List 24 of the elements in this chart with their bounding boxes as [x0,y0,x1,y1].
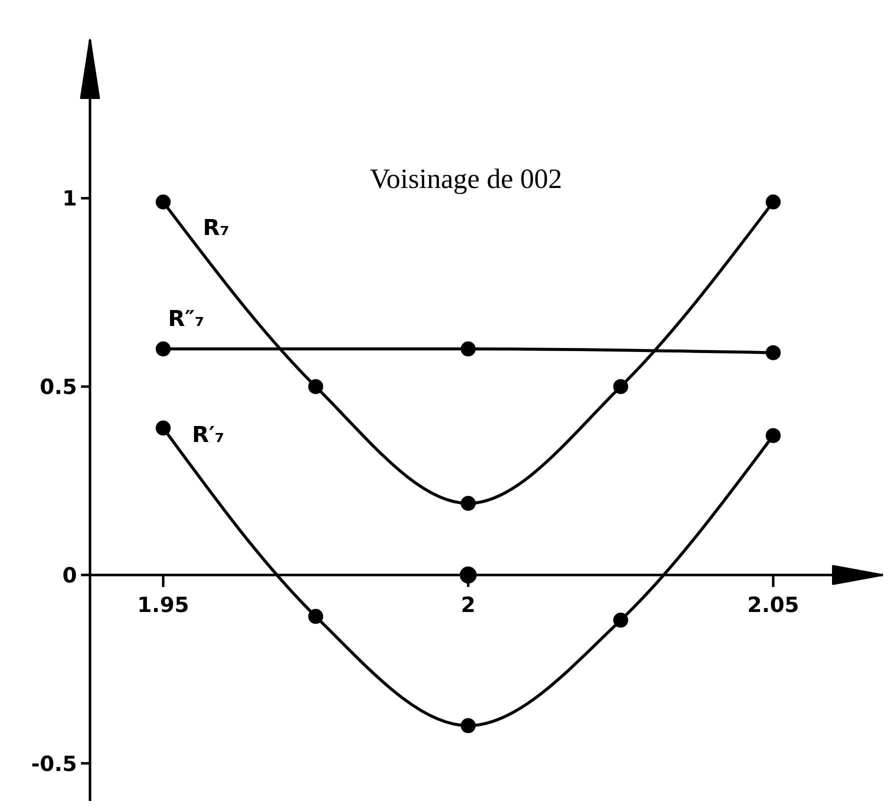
series-label: R″₇ [168,306,204,332]
text: Voisinage de 002 [370,164,562,195]
point [766,345,781,360]
point [460,341,476,356]
point [613,379,628,394]
point [460,718,476,734]
point [308,608,324,624]
point [156,194,171,210]
y-tick-label: -0.5 [31,752,77,776]
series-label: R′₇ [192,423,224,448]
point [308,379,324,394]
x-tick-label: 2.05 [747,592,800,617]
point [460,496,476,511]
point [766,428,781,444]
y-tick-label: 0.5 [40,375,77,400]
point [766,194,781,210]
point [156,341,171,356]
series-label: R₇ [202,216,230,242]
x-tick-label: 2 [460,592,476,617]
y-tick-label: 0 [62,563,77,588]
point [613,612,628,628]
point [156,420,171,436]
x-tick-label: 1.95 [137,592,190,617]
y-tick-label: 1 [62,186,77,211]
